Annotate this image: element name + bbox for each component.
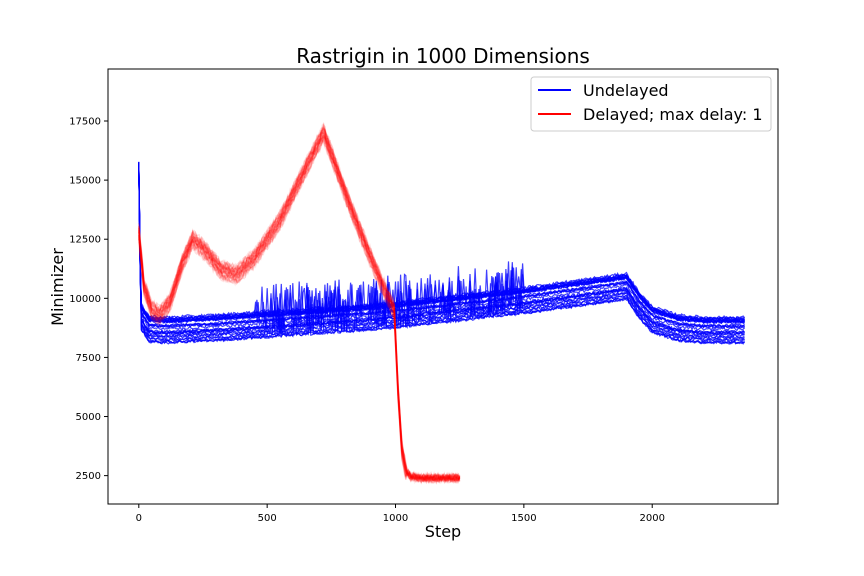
delayed-run-line (138, 123, 461, 481)
legend-box (530, 76, 772, 132)
delayed-run-line (138, 127, 461, 482)
legend-label-undelayed: Undelayed (583, 81, 669, 100)
delayed-run-line (138, 137, 461, 485)
delayed-run-line (138, 123, 461, 482)
delayed-run-line (138, 122, 461, 481)
delayed-run-line (138, 127, 461, 483)
delayed-run-line (138, 129, 461, 483)
undelayed-run-line (138, 163, 745, 324)
delayed-run-line (138, 133, 461, 484)
delayed-run-line (138, 127, 461, 482)
delayed-run-line (138, 132, 460, 483)
delayed-run-line (138, 126, 460, 481)
x-tick-label: 1000 (383, 513, 408, 524)
delayed-run-line (138, 131, 461, 484)
legend-label-delayed: Delayed; max delay: 1 (583, 105, 763, 124)
undelayed-run-line (138, 168, 746, 345)
delayed-run-line (138, 134, 461, 484)
undelayed-run-line (138, 169, 745, 341)
delayed-run-line (138, 134, 461, 482)
delayed-run-line (138, 129, 460, 484)
y-tick-label: 10000 (69, 294, 101, 305)
y-tick-label: 12500 (69, 235, 101, 246)
delayed-run-line (138, 139, 460, 485)
y-axis: 2500 5000 7500 10000 12500 15000 17500 (69, 117, 108, 482)
delayed-run-line (138, 134, 461, 483)
delayed-run-line (138, 128, 460, 483)
delayed-run-line (138, 128, 461, 483)
delayed-run-line (138, 134, 461, 484)
delayed-run-line (138, 123, 460, 481)
y-tick-label: 5000 (76, 412, 101, 423)
delayed-run-line (138, 137, 461, 485)
delayed-run-line (138, 126, 461, 482)
plot-frame (107, 68, 779, 505)
series-undelayed (138, 161, 746, 345)
y-tick-label: 15000 (69, 176, 101, 187)
delayed-run-line (138, 135, 461, 484)
y-tick-label: 7500 (76, 353, 101, 364)
undelayed-run-line (138, 163, 745, 329)
x-tick-label: 0 (136, 513, 142, 524)
y-tick-label: 17500 (69, 117, 101, 128)
y-tick-label: 2500 (76, 471, 101, 482)
x-axis: 0 500 1000 1500 2000 (136, 504, 665, 524)
x-axis-label: Step (425, 522, 461, 541)
delayed-run-line (138, 129, 461, 482)
delayed-run-line (138, 132, 461, 485)
delayed-run-line (138, 139, 461, 485)
delayed-run-line (138, 130, 461, 484)
y-axis-label: Minimizer (48, 248, 67, 326)
delayed-run-line (138, 139, 461, 485)
delayed-run-line (138, 136, 461, 485)
delayed-run-line (138, 129, 461, 484)
delayed-run-line (138, 132, 461, 482)
x-tick-label: 1500 (511, 513, 536, 524)
x-tick-label: 500 (258, 513, 277, 524)
chart-title: Rastrigin in 1000 Dimensions (296, 44, 590, 68)
delayed-run-line (138, 134, 461, 485)
legend: Undelayed Delayed; max delay: 1 (530, 76, 772, 132)
undelayed-run-line (138, 166, 745, 336)
delayed-run-line (138, 124, 461, 482)
series-layer (138, 122, 746, 485)
delayed-run-line (138, 134, 461, 483)
delayed-run-line (138, 132, 461, 483)
delayed-run-line (138, 135, 461, 484)
series-delayed (138, 122, 461, 485)
delayed-run-line (138, 133, 461, 484)
x-tick-label: 2000 (639, 513, 664, 524)
delayed-run-line (138, 131, 461, 483)
delayed-run-line (138, 122, 461, 482)
